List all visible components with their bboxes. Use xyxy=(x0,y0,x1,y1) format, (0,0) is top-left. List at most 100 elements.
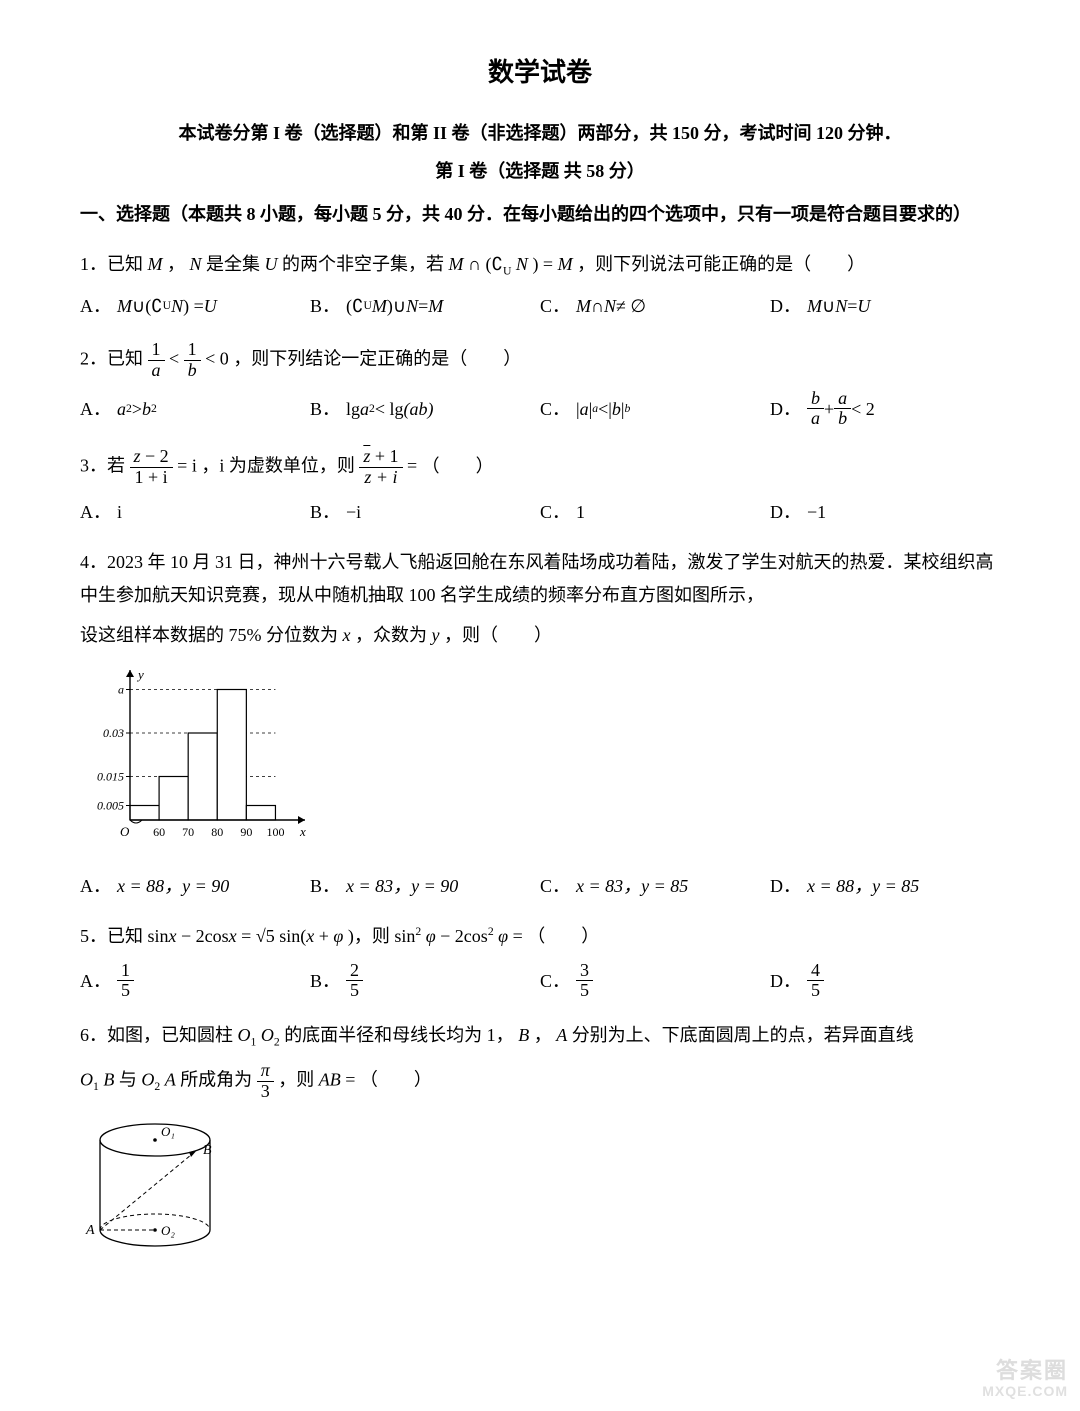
watermark: 答案圈 MXQE.COM xyxy=(982,1359,1068,1399)
q1-compl-close: ) = xyxy=(532,254,557,274)
frac-den: 5 xyxy=(807,981,824,1001)
svg-text:x: x xyxy=(299,824,306,839)
q2-tail: ，则下列结论一定正确的是（ ） xyxy=(233,348,521,368)
q1-D-N: N xyxy=(835,290,847,322)
q5-B-frac: 25 xyxy=(346,961,363,1002)
q4-B: B．x = 83，y = 90 xyxy=(310,870,540,902)
q4-t2-pre: 设这组样本数据的 75% 分位数为 xyxy=(80,625,338,645)
q5-sup2b: 2 xyxy=(488,925,494,938)
q4-y: y xyxy=(432,625,440,645)
q1-C-cap: ∩ xyxy=(591,290,604,322)
frac-den: 5 xyxy=(117,981,134,1001)
q4-text2: 设这组样本数据的 75% 分位数为 x ，众数为 y ，则（ ） xyxy=(80,619,1000,651)
q1-B-eq: = xyxy=(418,290,428,322)
q2-text: 2．已知 1a < 1b < 0 ，则下列结论一定正确的是（ ） xyxy=(80,340,1000,381)
svg-text:A: A xyxy=(85,1223,95,1238)
q6-O2b: O xyxy=(141,1069,154,1089)
q6-O1: O xyxy=(238,1025,251,1045)
opt-label: B． xyxy=(310,496,340,528)
q2-frac1: 1a xyxy=(148,340,165,381)
opt-label: A． xyxy=(80,965,111,997)
question-6: 6．如图，已知圆柱 O1 O2 的底面半径和母线长均为 1， B ， A 分别为… xyxy=(80,1019,1000,1266)
q6-mid: 的底面半径和母线长均为 1， xyxy=(284,1025,514,1045)
q3-frac2: z + 1 z + i xyxy=(359,447,402,488)
q4-C: C．x = 83，y = 85 xyxy=(540,870,770,902)
q6-text: 6．如图，已知圆柱 O1 O2 的底面半径和母线长均为 1， B ， A 分别为… xyxy=(80,1019,1000,1053)
q5-text: 5．已知 sinx − 2cosx = √5 sin(x + φ )，则 sin… xyxy=(80,920,1000,952)
q5-sinopen: sin( xyxy=(279,926,306,946)
q2-prefix: 2．已知 xyxy=(80,348,143,368)
q2-D-plus: + xyxy=(824,393,834,425)
frac-num: 3 xyxy=(576,961,593,982)
q5-prefix: 5．已知 sin xyxy=(80,926,169,946)
q1-D-eq: = xyxy=(847,290,857,322)
q2-B-lt: < lg xyxy=(375,393,404,425)
q1-B: B． (∁U M ) ∪ N = M xyxy=(310,290,540,322)
plus1: + 1 xyxy=(370,446,398,466)
q5-A-frac: 15 xyxy=(117,961,134,1002)
q1-D-cup: ∪ xyxy=(822,290,835,322)
q1-C-M: M xyxy=(576,290,591,322)
q3-B: B．−i xyxy=(310,496,540,528)
q6-comma2: ，则 xyxy=(278,1069,319,1089)
q1-B-M: M xyxy=(372,290,387,322)
exam-title: 数学试卷 xyxy=(80,50,1000,97)
question-2: 2．已知 1a < 1b < 0 ，则下列结论一定正确的是（ ） A． a2 >… xyxy=(80,340,1000,429)
frac-num: a xyxy=(834,389,851,410)
q3-B-val: −i xyxy=(346,496,361,528)
q3-D: D．−1 xyxy=(770,496,1000,528)
q6-O1b: O xyxy=(80,1069,93,1089)
part-heading: 第 I 卷（选择题 共 58 分） xyxy=(80,155,1000,187)
frac-den: a xyxy=(148,361,165,381)
svg-text:0.015: 0.015 xyxy=(97,770,124,784)
opt-label: D． xyxy=(770,965,801,997)
q2-A-sq2: 2 xyxy=(151,398,157,419)
svg-text:100: 100 xyxy=(266,825,284,839)
svg-text:O₂: O₂ xyxy=(161,1223,175,1238)
q3-D-val: −1 xyxy=(807,496,826,528)
frac-den: b xyxy=(834,409,851,429)
z: z xyxy=(134,446,141,466)
exam-instructions: 本试卷分第 I 卷（选择题）和第 II 卷（非选择题）两部分，共 150 分，考… xyxy=(80,117,1000,149)
q3-frac1: z − 2 1 + i xyxy=(130,447,173,488)
q4-histogram: 0.0050.0150.03a60708090100Oxy xyxy=(80,665,1000,855)
q2-C-a: a xyxy=(580,393,589,425)
q1-D: D． M ∪ N = U xyxy=(770,290,1000,322)
q1-A-N: N xyxy=(171,290,183,322)
svg-text:O₁: O₁ xyxy=(161,1124,175,1139)
q2-B-ab: (ab) xyxy=(404,393,434,425)
q2-B-a: a xyxy=(360,393,369,425)
opt-label: C． xyxy=(540,393,570,425)
q5-x2: x xyxy=(229,926,237,946)
q4-options: A．x = 88，y = 90 B．x = 83，y = 90 C．x = 83… xyxy=(80,870,1000,902)
q5-x1: x xyxy=(169,926,177,946)
q5-minus: − 2cos xyxy=(181,926,229,946)
q2-C-supb: b xyxy=(624,398,630,419)
q6-Ab: A xyxy=(165,1069,176,1089)
opt-label: D． xyxy=(770,870,801,902)
opt-label: B． xyxy=(310,965,340,997)
q1-compl-sub: U xyxy=(503,265,511,278)
q6-B: B xyxy=(518,1025,529,1045)
q1-A-open: (∁ xyxy=(145,290,162,322)
q6-angle: 所成角为 xyxy=(180,1069,252,1089)
q6-sub2b: 2 xyxy=(154,1080,160,1093)
q2-D-lt: < 2 xyxy=(851,393,875,425)
frac-den: 1 + i xyxy=(130,468,173,488)
q6-sub1: 1 xyxy=(251,1036,257,1049)
q1-compl-n: N xyxy=(516,254,528,274)
frac-num: 1 xyxy=(117,961,134,982)
svg-text:B: B xyxy=(203,1143,212,1158)
q1-B-open: (∁ xyxy=(346,290,363,322)
q1-tail: ，则下列说法可能正确的是（ ） xyxy=(577,254,865,274)
q5-options: A．15 B．25 C．35 D．45 xyxy=(80,961,1000,1002)
frac-den: 5 xyxy=(576,981,593,1001)
q4-tail: ，则（ ） xyxy=(444,625,552,645)
opt-label: D． xyxy=(770,393,801,425)
q1-B-cup: ∪ xyxy=(393,290,406,322)
q2-A-gt: > xyxy=(132,393,142,425)
opt-label: D． xyxy=(770,290,801,322)
q2-D-frac1: ba xyxy=(807,389,824,430)
watermark-line2: MXQE.COM xyxy=(982,1384,1068,1399)
q5-eq2: = （ ） xyxy=(513,926,600,946)
